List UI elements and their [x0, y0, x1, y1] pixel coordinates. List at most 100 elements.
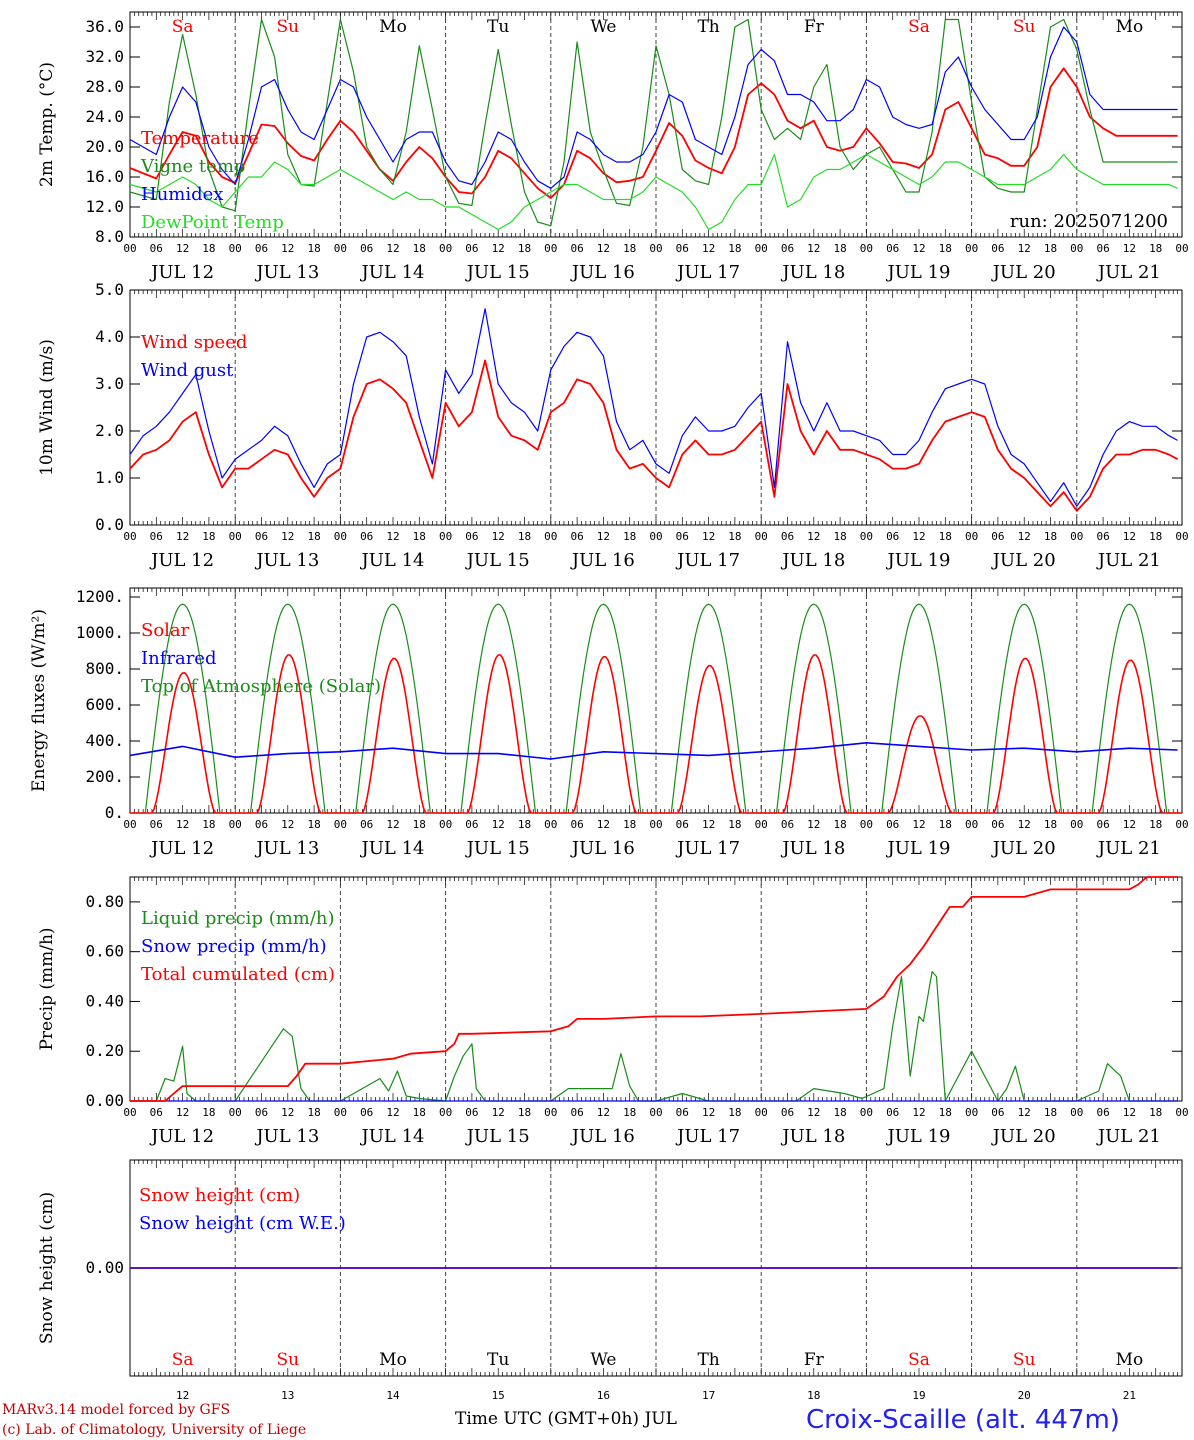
date-label: JUL 16 — [570, 262, 635, 283]
model-credit: MARv3.14 model forced by GFS — [2, 1402, 230, 1418]
hour-tick-label: 06 — [360, 242, 373, 255]
y-tick-label: 5.0 — [95, 280, 124, 299]
hour-tick-label: 12 — [1123, 818, 1136, 831]
weekday-label: Tu — [487, 17, 509, 37]
y-tick-label: 8.0 — [95, 227, 124, 246]
day-number-label: 20 — [1018, 1389, 1031, 1402]
hour-tick-label: 18 — [833, 242, 846, 255]
hour-tick-label: 00 — [123, 1106, 136, 1119]
hour-tick-label: 06 — [150, 242, 163, 255]
hour-tick-label: 00 — [755, 818, 768, 831]
hour-tick-label: 06 — [360, 530, 373, 543]
hour-tick-label: 18 — [307, 818, 320, 831]
hour-tick-label: 00 — [544, 242, 557, 255]
date-label: JUL 19 — [886, 262, 951, 283]
hour-tick-label: 06 — [255, 818, 268, 831]
hour-tick-label: 06 — [676, 242, 689, 255]
hour-tick-label: 12 — [597, 530, 610, 543]
y-tick-label: 32.0 — [85, 47, 124, 66]
date-label: JUL 15 — [465, 550, 530, 571]
weekday-label: Sa — [172, 17, 194, 37]
hour-tick-label: 12 — [1123, 530, 1136, 543]
hour-tick-label: 12 — [386, 530, 399, 543]
date-label: JUL 13 — [254, 1126, 319, 1147]
weekday-label: Fr — [804, 17, 825, 37]
date-label: JUL 13 — [254, 550, 319, 571]
y-tick-label: 0.60 — [85, 942, 124, 961]
hour-tick-label: 12 — [1018, 530, 1031, 543]
day-number-label: 15 — [492, 1389, 505, 1402]
hour-tick-label: 00 — [123, 530, 136, 543]
hour-tick-label: 18 — [518, 530, 531, 543]
hour-tick-label: 06 — [1096, 530, 1109, 543]
hour-tick-label: 18 — [307, 1106, 320, 1119]
hour-tick-label: 00 — [965, 818, 978, 831]
station-name: Croix-Scaille (alt. 447m) — [806, 1405, 1120, 1435]
hour-tick-label: 12 — [176, 818, 189, 831]
date-label: JUL 20 — [991, 838, 1056, 859]
date-label: JUL 20 — [991, 262, 1056, 283]
hour-tick-label: 12 — [807, 1106, 820, 1119]
hour-tick-label: 06 — [570, 530, 583, 543]
day-number-label: 17 — [702, 1389, 715, 1402]
hour-tick-label: 12 — [807, 530, 820, 543]
hour-tick-label: 00 — [755, 530, 768, 543]
y-axis-label: Precip (mm/h) — [37, 927, 57, 1050]
hour-tick-label: 06 — [150, 818, 163, 831]
date-label: JUL 21 — [1096, 262, 1161, 283]
hour-tick-label: 06 — [1096, 818, 1109, 831]
y-tick-label: 0.20 — [85, 1041, 124, 1060]
y-tick-label: 1.0 — [95, 468, 124, 487]
y-tick-label: 0.0 — [95, 515, 124, 534]
y-tick-label: 2.0 — [95, 421, 124, 440]
hour-tick-label: 06 — [991, 818, 1004, 831]
hour-tick-label: 12 — [1018, 818, 1031, 831]
date-label: JUL 13 — [254, 838, 319, 859]
hour-tick-label: 18 — [623, 818, 636, 831]
hour-tick-label: 18 — [939, 1106, 952, 1119]
date-label: JUL 19 — [886, 1126, 951, 1147]
hour-tick-label: 12 — [1018, 1106, 1031, 1119]
hour-tick-label: 00 — [1175, 530, 1188, 543]
hour-tick-label: 12 — [702, 1106, 715, 1119]
hour-tick-label: 18 — [939, 818, 952, 831]
date-label: JUL 18 — [780, 550, 845, 571]
day-number-label: 14 — [386, 1389, 400, 1402]
hour-tick-label: 00 — [439, 530, 452, 543]
y-tick-label: 36.0 — [85, 17, 124, 36]
hour-tick-label: 12 — [702, 818, 715, 831]
hour-tick-label: 06 — [465, 530, 478, 543]
hour-tick-label: 18 — [413, 242, 426, 255]
day-number-label: 19 — [912, 1389, 925, 1402]
hour-tick-label: 18 — [623, 530, 636, 543]
y-tick-label: 0.00 — [85, 1258, 124, 1277]
hour-tick-label: 12 — [702, 530, 715, 543]
hour-tick-label: 12 — [1018, 242, 1031, 255]
date-label: JUL 18 — [780, 1126, 845, 1147]
hour-tick-label: 18 — [1044, 1106, 1057, 1119]
hour-tick-label: 12 — [807, 242, 820, 255]
hour-tick-label: 00 — [965, 530, 978, 543]
hour-tick-label: 12 — [386, 1106, 399, 1119]
legend-entry: Wind gust — [141, 360, 234, 381]
hour-tick-label: 00 — [1070, 242, 1083, 255]
legend-entry: Total cumulated (cm) — [141, 964, 335, 985]
hour-tick-label: 12 — [492, 1106, 505, 1119]
y-tick-label: 800. — [85, 659, 124, 678]
hour-tick-label: 12 — [912, 530, 925, 543]
hour-tick-label: 12 — [1123, 242, 1136, 255]
day-number-label: 16 — [597, 1389, 610, 1402]
date-label: JUL 15 — [465, 262, 530, 283]
hour-tick-label: 18 — [1044, 818, 1057, 831]
hour-tick-label: 00 — [1070, 1106, 1083, 1119]
y-axis-label: Energy fluxes (W/m²) — [29, 609, 49, 792]
series-layer — [129, 18, 1182, 1269]
weekday-label: Sa — [908, 17, 930, 37]
date-label: JUL 12 — [149, 550, 214, 571]
y-tick-label: 20.0 — [85, 137, 124, 156]
hour-tick-label: 00 — [1070, 818, 1083, 831]
series-line — [129, 67, 1178, 199]
hour-tick-label: 06 — [991, 242, 1004, 255]
hour-tick-label: 18 — [1149, 530, 1162, 543]
legend-entry: Humidex — [141, 184, 223, 205]
